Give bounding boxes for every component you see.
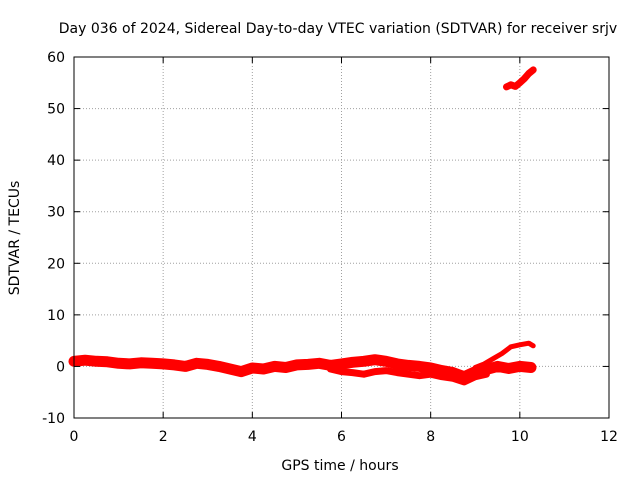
data-point bbox=[439, 374, 444, 379]
data-point bbox=[328, 366, 333, 372]
data-point bbox=[183, 364, 188, 369]
data-point bbox=[294, 362, 300, 368]
y-tick-label: 10 bbox=[47, 308, 65, 324]
data-point bbox=[105, 359, 110, 364]
y-tick-label: 0 bbox=[56, 359, 65, 375]
data-point bbox=[450, 370, 456, 375]
data-point bbox=[161, 361, 166, 367]
data-point bbox=[504, 84, 509, 90]
x-tick-label: 10 bbox=[511, 429, 529, 445]
data-point bbox=[526, 71, 531, 76]
y-tick-label: -10 bbox=[42, 411, 65, 427]
data-point bbox=[194, 361, 199, 366]
y-tick-label: 50 bbox=[47, 102, 65, 118]
data-point bbox=[461, 379, 467, 385]
x-tick-label: 6 bbox=[337, 429, 346, 445]
y-tick-label: 60 bbox=[47, 50, 65, 66]
chart-title: Day 036 of 2024, Sidereal Day-to-day VTE… bbox=[59, 21, 617, 37]
data-point bbox=[82, 358, 88, 363]
data-point bbox=[482, 361, 487, 367]
data-point bbox=[473, 365, 478, 370]
data-point bbox=[261, 366, 266, 372]
data-point bbox=[484, 372, 489, 377]
data-point bbox=[205, 362, 210, 367]
data-point bbox=[528, 365, 534, 370]
x-tick-label: 0 bbox=[70, 429, 79, 445]
data-point bbox=[216, 364, 222, 369]
y-tick-label: 20 bbox=[47, 256, 65, 272]
data-point bbox=[406, 363, 411, 368]
x-tick-label: 12 bbox=[600, 429, 618, 445]
data-point bbox=[495, 364, 500, 369]
data-point bbox=[350, 360, 355, 365]
data-point bbox=[172, 362, 177, 368]
data-point bbox=[350, 370, 355, 375]
data-point bbox=[513, 84, 518, 89]
data-point bbox=[490, 356, 496, 361]
data-point bbox=[317, 361, 322, 366]
axis-ticks: 0 2 4 6 8 10 12 -10 0 10 20 30 40 50 60 bbox=[42, 50, 618, 445]
data-point bbox=[305, 362, 311, 367]
data-point bbox=[439, 368, 444, 373]
y-tick-label: 30 bbox=[47, 205, 65, 221]
data-point bbox=[372, 357, 378, 362]
data-point bbox=[417, 373, 422, 378]
data-layer bbox=[68, 66, 537, 386]
data-point bbox=[531, 67, 536, 73]
data-point bbox=[517, 364, 522, 369]
data-point bbox=[508, 82, 514, 88]
data-point bbox=[116, 361, 121, 366]
data-point bbox=[250, 365, 255, 371]
y-tick-label: 40 bbox=[47, 153, 65, 169]
data-point bbox=[526, 341, 531, 346]
data-point bbox=[517, 342, 522, 347]
data-point bbox=[417, 364, 422, 369]
data-point bbox=[149, 361, 155, 366]
data-point bbox=[94, 359, 99, 364]
data-point bbox=[395, 361, 400, 367]
data-point bbox=[522, 76, 527, 81]
data-point bbox=[395, 370, 400, 375]
data-point bbox=[339, 361, 344, 367]
data-point bbox=[227, 366, 233, 372]
data-point bbox=[138, 360, 144, 365]
data-point bbox=[272, 364, 277, 369]
data-point bbox=[428, 372, 433, 377]
data-point bbox=[239, 369, 244, 374]
data-point bbox=[383, 368, 389, 373]
data-point bbox=[450, 376, 456, 381]
data-point bbox=[283, 365, 288, 370]
data-point bbox=[361, 359, 366, 364]
x-tick-label: 8 bbox=[426, 429, 435, 445]
data-point bbox=[383, 359, 389, 364]
data-point bbox=[499, 351, 505, 356]
data-point bbox=[473, 374, 478, 379]
x-tick-label: 2 bbox=[159, 429, 168, 445]
y-axis-title: SDTVAR / TECUs bbox=[7, 181, 23, 296]
data-point bbox=[127, 361, 132, 367]
data-point bbox=[406, 372, 411, 377]
data-point bbox=[339, 369, 344, 374]
data-point bbox=[361, 372, 366, 377]
x-tick-label: 4 bbox=[248, 429, 257, 445]
data-point bbox=[473, 369, 478, 374]
data-point bbox=[506, 366, 511, 371]
data-point bbox=[484, 367, 489, 372]
data-point bbox=[372, 369, 378, 374]
data-point bbox=[517, 80, 522, 86]
data-point bbox=[531, 343, 536, 348]
x-axis-title: GPS time / hours bbox=[281, 458, 398, 474]
data-point bbox=[428, 365, 433, 371]
data-point bbox=[508, 344, 514, 349]
